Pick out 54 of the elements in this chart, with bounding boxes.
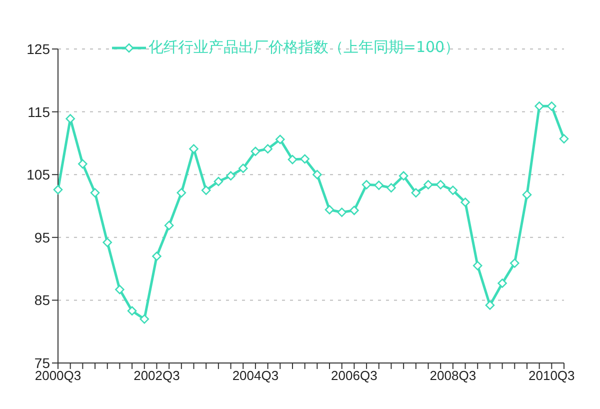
point <box>472 261 482 270</box>
legend-label: 化纤行业产品出厂价格指数（上年同期=100） <box>148 38 460 57</box>
y-tick-label: 75 <box>34 354 50 371</box>
y-tick-label: 125 <box>26 40 50 57</box>
x-tick-label: 2004Q3 <box>232 368 279 384</box>
point <box>510 258 520 268</box>
point <box>485 300 495 310</box>
point <box>164 220 174 230</box>
point <box>102 238 112 248</box>
point <box>547 102 556 111</box>
y-tick-label: 115 <box>28 104 50 120</box>
point <box>115 284 124 294</box>
y-tick-label: 105 <box>26 166 50 183</box>
point <box>201 186 211 195</box>
point <box>127 306 137 316</box>
x-tick-label: 2010Q3 <box>528 368 575 384</box>
point <box>250 146 260 156</box>
point <box>448 186 458 195</box>
point <box>275 134 285 144</box>
point <box>176 188 186 198</box>
point <box>436 180 446 190</box>
y-tick-label: 95 <box>34 229 50 246</box>
point <box>534 102 544 111</box>
point <box>90 188 100 198</box>
point <box>238 164 248 173</box>
y-tick-label: 85 <box>34 292 50 308</box>
point <box>226 171 236 181</box>
point <box>140 314 150 324</box>
point <box>386 183 396 192</box>
point <box>263 144 272 154</box>
point <box>498 278 507 288</box>
point <box>411 188 421 198</box>
point <box>300 154 310 164</box>
x-tick-label: 2008Q3 <box>430 368 476 384</box>
point <box>398 171 408 181</box>
point <box>362 180 372 190</box>
point <box>424 180 433 190</box>
point <box>324 205 334 214</box>
point <box>53 185 63 194</box>
point <box>559 134 569 144</box>
point <box>78 159 88 169</box>
point <box>214 176 224 186</box>
point <box>288 154 298 164</box>
point <box>189 144 198 154</box>
x-tick-label: 2000Q3 <box>34 368 82 384</box>
point <box>337 208 347 217</box>
point <box>460 198 470 207</box>
x-tick-label: 2002Q3 <box>134 368 180 384</box>
x-tick-label: 2006Q3 <box>331 368 378 384</box>
point <box>374 180 384 190</box>
point <box>312 170 322 180</box>
point <box>522 190 532 200</box>
point <box>152 252 162 261</box>
point <box>350 206 359 216</box>
